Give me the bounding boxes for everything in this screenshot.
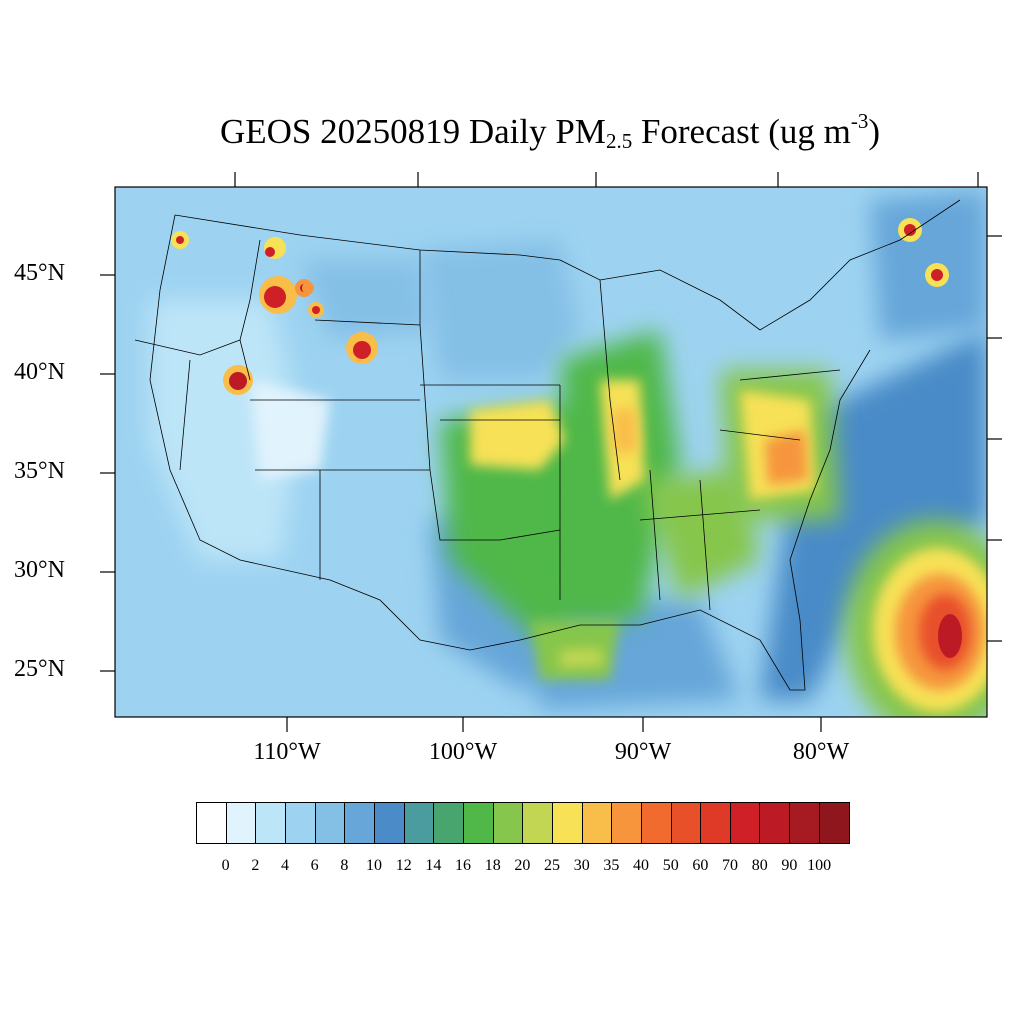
colorbar-swatch (730, 803, 761, 843)
colorbar-swatch (463, 803, 494, 843)
colorbar-label: 60 (692, 857, 709, 874)
colorbar-swatch (523, 803, 553, 843)
colorbar-label: 16 (455, 857, 472, 874)
colorbar-swatch (760, 803, 791, 843)
top-ticks (234, 172, 979, 187)
colorbar-swatch (374, 803, 405, 843)
lat-label-40n: 40°N (14, 359, 65, 385)
colorbar-label: 40 (633, 857, 650, 874)
colorbar-label: 80 (751, 857, 768, 874)
map-title: GEOS 20250819 Daily PM2.5 Forecast (ug m… (219, 109, 881, 153)
colorbar-label: 25 (544, 857, 561, 874)
colorbar-swatch (582, 803, 613, 843)
colorbar-label: 6 (310, 857, 319, 874)
lat-label-45n: 45°N (14, 260, 65, 286)
colorbar-label: 100 (807, 857, 832, 874)
colorbar-label: 20 (514, 857, 531, 874)
colorbar-label: 90 (781, 857, 798, 874)
colorbar-label: 14 (425, 857, 442, 874)
colorbar-label: 12 (395, 857, 412, 874)
colorbar-swatch (671, 803, 702, 843)
colorbar-label: 50 (662, 857, 679, 874)
lat-label-25n: 25°N (14, 656, 65, 682)
colorbar-swatch (641, 803, 672, 843)
colorbar-label: 35 (603, 857, 620, 874)
left-ticks (100, 274, 115, 672)
fire-hotspots (171, 218, 949, 395)
colorbar-swatch (404, 803, 435, 843)
lon-label-110w: 110°W (253, 739, 321, 765)
lon-label-100w: 100°W (428, 739, 498, 765)
colorbar-label: 8 (340, 857, 349, 874)
colorbar-swatch (256, 803, 286, 843)
lat-label-30n: 30°N (14, 557, 65, 583)
colorbar-swatch (197, 803, 227, 843)
right-ticks (987, 235, 1002, 642)
bottom-ticks (286, 717, 822, 732)
colorbar-swatch (819, 803, 850, 843)
colorbar-label: 0 (221, 857, 230, 874)
colorbar-swatch (434, 803, 464, 843)
colorbar-swatch (226, 803, 257, 843)
colorbar-swatch (701, 803, 731, 843)
colorbar-label: 70 (722, 857, 739, 874)
colorbar-swatch (552, 803, 583, 843)
colorbar-label: 2 (251, 857, 260, 874)
colorbar-label: 18 (484, 857, 501, 874)
concentration-field (115, 187, 987, 717)
colorbar-swatch (612, 803, 642, 843)
colorbar-swatch (345, 803, 375, 843)
map-frame (114, 186, 988, 718)
lat-label-35n: 35°N (14, 458, 65, 484)
colorbar-label: 10 (366, 857, 383, 874)
colorbar-swatch (315, 803, 346, 843)
lon-label-90w: 90°W (614, 739, 672, 765)
lon-label-80w: 80°W (792, 739, 850, 765)
colorbar-swatch (790, 803, 820, 843)
colorbar-label: 4 (281, 857, 289, 874)
colorbar-swatch (493, 803, 524, 843)
colorbar-label: 30 (573, 857, 590, 874)
state-boundaries (134, 199, 961, 691)
colorbar-swatch (285, 803, 316, 843)
colorbar (196, 802, 851, 844)
